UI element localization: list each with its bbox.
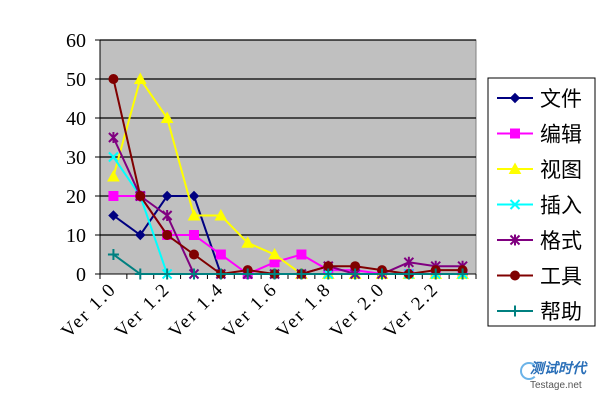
- legend-item: 帮助: [497, 300, 582, 324]
- legend-marker: [509, 92, 521, 104]
- data-point: [430, 268, 442, 280]
- legend-item: 编辑: [497, 123, 582, 147]
- data-point: [268, 247, 281, 260]
- data-point: [108, 210, 119, 221]
- data-point: [160, 111, 174, 123]
- x-tick-label: Ver 1.6: [219, 279, 283, 343]
- legend-item: 文件: [497, 87, 582, 111]
- x-tick-label: Ver 2.2: [380, 279, 444, 343]
- y-tick-label: 40: [66, 108, 86, 130]
- data-point: [403, 256, 415, 268]
- legend-item: 格式: [497, 229, 582, 253]
- y-tick-labels: 0 10 20 30 40 50 60: [66, 30, 86, 286]
- legend-item: 工具: [497, 265, 582, 289]
- legend-label: 帮助: [540, 300, 582, 324]
- data-point: [295, 268, 307, 280]
- data-point: [214, 208, 228, 221]
- data-point: [376, 268, 388, 280]
- data-point: [188, 190, 200, 202]
- data-point: [187, 208, 201, 221]
- y-tick-label: 60: [66, 30, 86, 52]
- data-point: [241, 236, 255, 248]
- watermark-title: 测试时代: [530, 361, 586, 377]
- y-tick-label: 0: [76, 264, 86, 286]
- data-point: [296, 249, 307, 260]
- legend-marker: [510, 270, 520, 281]
- x-tick-label: Ver 1.4: [165, 279, 229, 343]
- data-point: [189, 249, 199, 260]
- data-point: [107, 249, 119, 260]
- y-tick-label: 20: [66, 186, 86, 208]
- legend-marker: [509, 199, 521, 210]
- legend-label: 格式: [540, 229, 582, 253]
- legend-item: 插入: [497, 194, 582, 218]
- data-point: [135, 229, 146, 241]
- data-point: [108, 191, 119, 201]
- x-tick-label: Ver 2.0: [326, 279, 390, 343]
- data-point: [215, 268, 227, 280]
- data-point: [107, 169, 120, 182]
- legend-label: 工具: [540, 265, 582, 289]
- data-point: [161, 210, 173, 221]
- data-point: [188, 268, 200, 280]
- logo-swirl-icon: [520, 362, 538, 380]
- legend-label: 插入: [540, 194, 582, 218]
- x-tick-label: Ver 1.8: [272, 279, 336, 343]
- data-point: [189, 230, 199, 240]
- y-tick-label: 10: [66, 225, 86, 247]
- data-point: [162, 230, 173, 240]
- data-point: [322, 268, 334, 280]
- data-point: [161, 190, 173, 202]
- data-point: [215, 249, 226, 260]
- x-tick-label: Ver 1.0: [57, 279, 121, 343]
- legend-item: 视图: [497, 158, 582, 182]
- watermark-logo: 测试时代 Testage.net: [520, 356, 610, 400]
- series-layer: [107, 72, 469, 280]
- data-point: [269, 268, 281, 280]
- data-point: [133, 72, 147, 84]
- legend-marker: [508, 162, 522, 174]
- x-tick-label: Ver 1.2: [111, 279, 175, 343]
- legend-marker: [510, 128, 520, 139]
- legend-marker: [509, 305, 521, 317]
- data-point: [242, 268, 254, 280]
- legend-box: [487, 77, 596, 327]
- legend-marker: [509, 234, 521, 246]
- y-tick-label: 30: [66, 147, 86, 169]
- data-point: [108, 74, 119, 84]
- data-point: [403, 268, 415, 280]
- legend-label: 编辑: [540, 123, 582, 147]
- legend-label: 视图: [540, 158, 582, 182]
- data-point: [134, 268, 146, 280]
- data-point: [135, 191, 146, 201]
- data-point: [108, 151, 119, 163]
- data-point: [161, 268, 173, 280]
- watermark-url: Testage.net: [530, 380, 582, 391]
- legend-label: 文件: [540, 87, 582, 111]
- data-point: [349, 268, 361, 280]
- data-point: [108, 132, 119, 143]
- data-point: [457, 268, 469, 280]
- series-7: [107, 249, 469, 280]
- y-tick-label: 50: [66, 69, 86, 91]
